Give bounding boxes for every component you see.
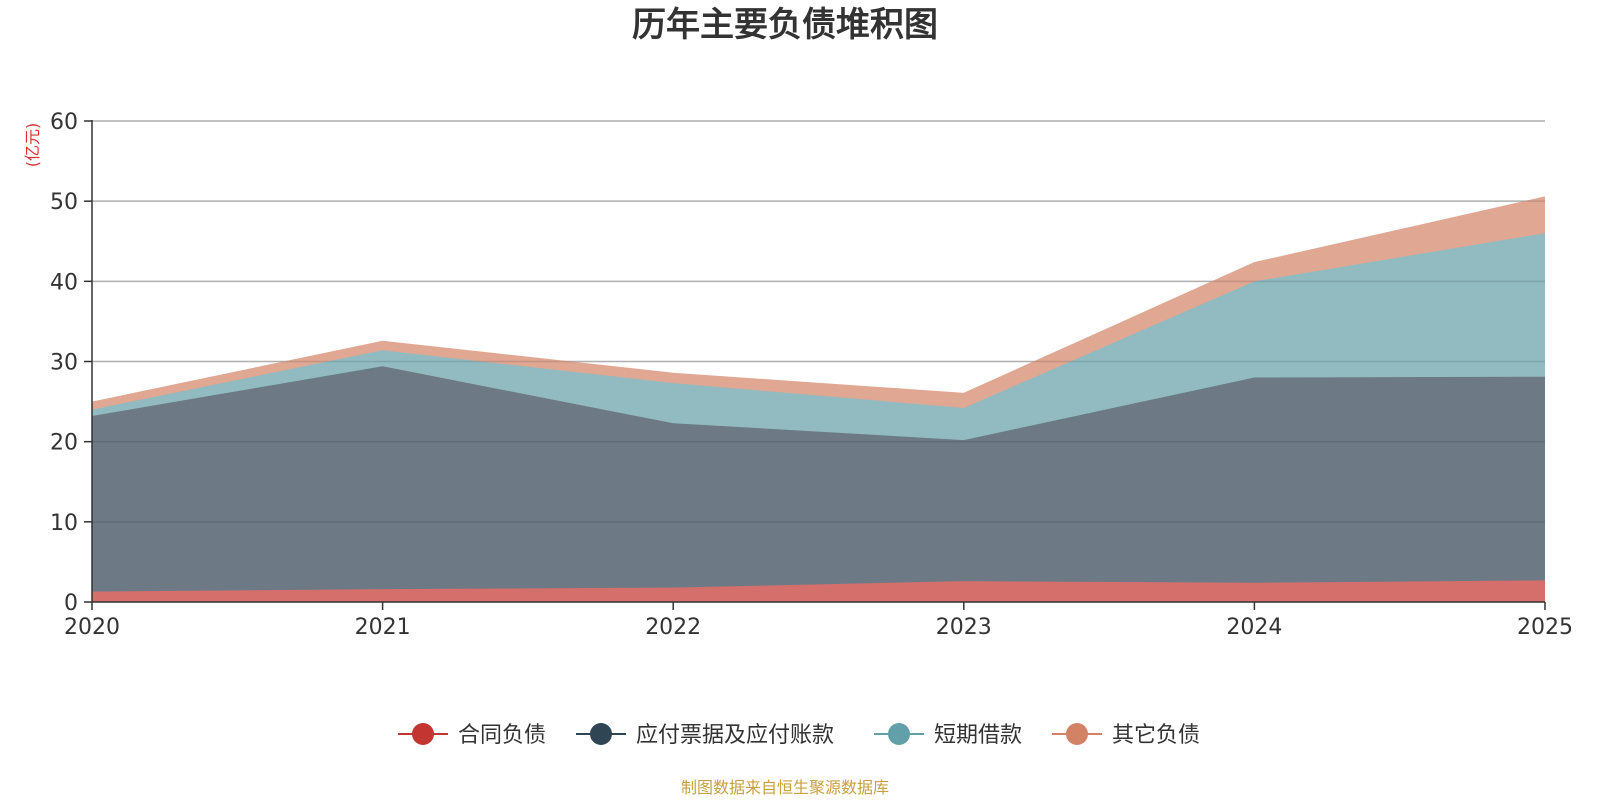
legend: 合同负债 应付票据及应付账款 短期借款 其它负债 [398, 723, 1200, 748]
x-tick-label: 2022 [645, 615, 701, 640]
x-tick-label: 2020 [64, 615, 120, 640]
area-series-2 [92, 233, 1545, 441]
legend-marker [888, 723, 910, 745]
x-tick-label: 2025 [1517, 615, 1573, 640]
legend-label: 应付票据及应付账款 [636, 723, 834, 748]
legend-label: 其它负债 [1112, 723, 1200, 748]
chart-title: 历年主要负债堆积图 [632, 5, 938, 45]
y-unit-label: (亿元) [23, 123, 42, 168]
legend-item-3[interactable]: 其它负债 [1052, 723, 1200, 748]
y-tick-label: 0 [64, 591, 78, 616]
x-tick-label: 2023 [936, 615, 992, 640]
y-tick-label: 40 [50, 270, 78, 295]
legend-marker [1066, 723, 1088, 745]
y-tick-label: 60 [50, 110, 78, 135]
legend-marker [590, 723, 612, 745]
legend-item-0[interactable]: 合同负债 [398, 723, 546, 748]
area-edge-3 [91, 196, 1546, 404]
y-tick-label: 10 [50, 511, 78, 536]
legend-label: 合同负债 [458, 723, 546, 748]
y-tick-label: 50 [50, 190, 78, 215]
legend-marker [412, 723, 434, 745]
axes: 0 10 20 30 40 50 60 2020 2021 2022 2023 2024 2025 [50, 110, 1573, 640]
area-series-3 [92, 197, 1545, 410]
x-tick-label: 2024 [1226, 615, 1282, 640]
area-series-1 [92, 366, 1545, 592]
legend-label: 短期借款 [934, 723, 1022, 748]
area-series-0 [92, 580, 1545, 602]
legend-item-1[interactable]: 应付票据及应付账款 [576, 723, 834, 748]
stacked-areas [91, 120, 1546, 602]
data-source-note: 制图数据来自恒生聚源数据库 [681, 778, 889, 797]
y-tick-label: 20 [50, 431, 78, 456]
legend-item-2[interactable]: 短期借款 [874, 723, 1022, 748]
x-tick-label: 2021 [355, 615, 411, 640]
y-tick-label: 30 [50, 351, 78, 376]
